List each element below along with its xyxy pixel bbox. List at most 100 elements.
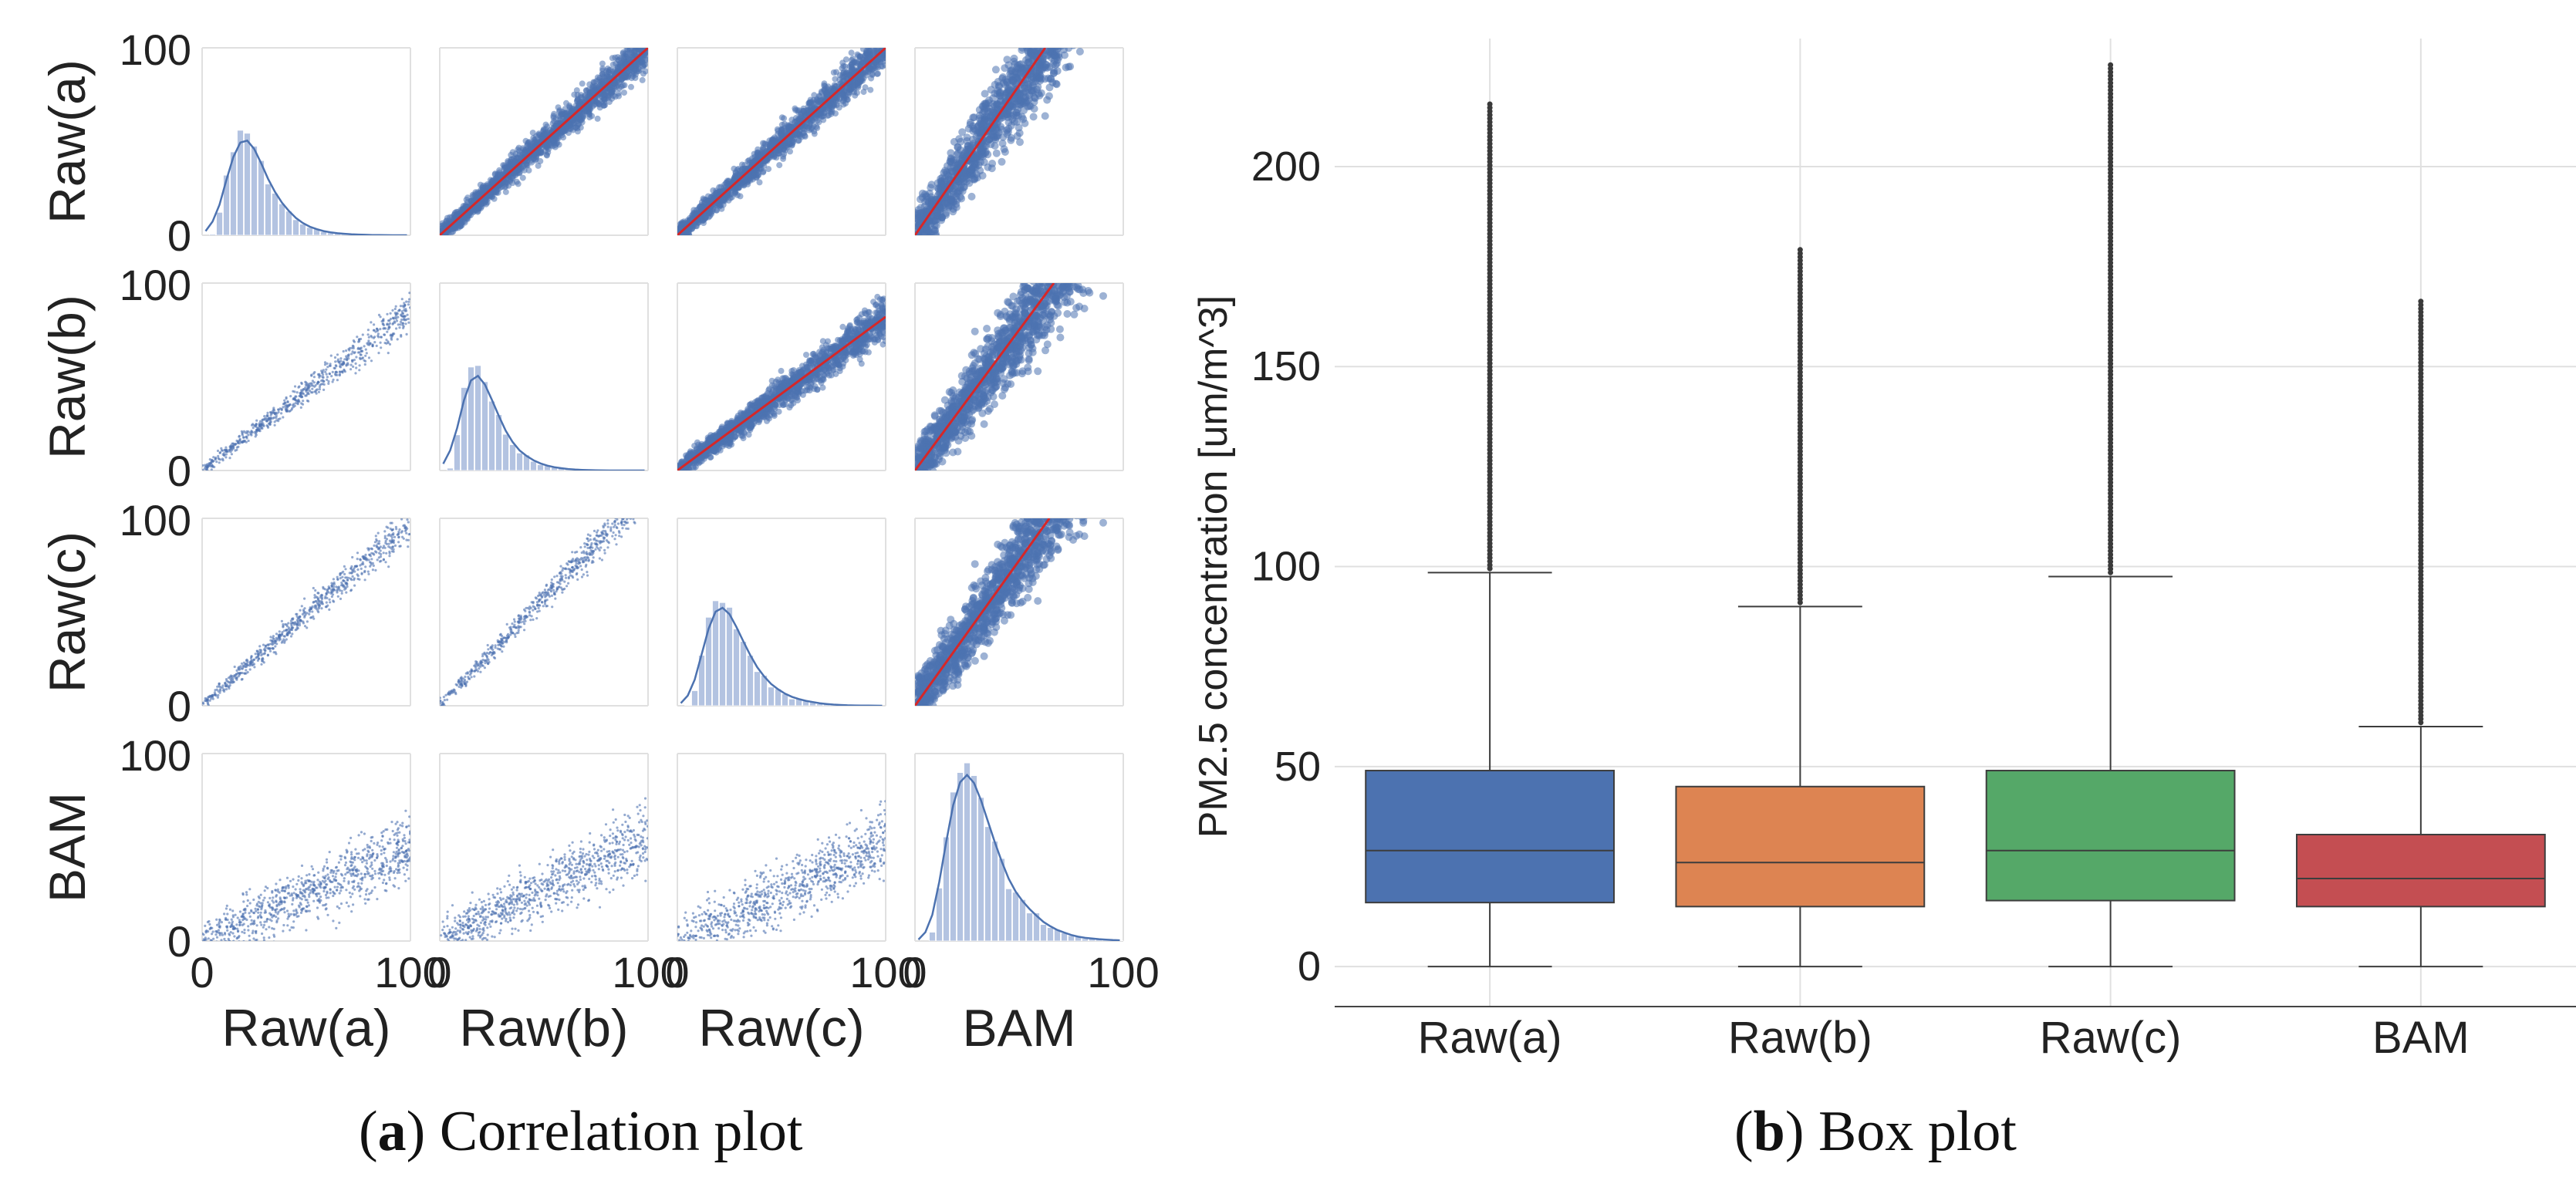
scatter-point [739,181,746,188]
scatter-point [1038,37,1046,45]
scatter-point [731,186,737,193]
scatter-point [958,187,967,195]
scatter-point [918,241,926,248]
scatter-point [367,339,370,342]
scatter-point [1069,5,1076,13]
scatter-point [577,92,584,99]
scatter-point [956,193,964,201]
scatter-point [1050,37,1058,45]
scatter-point [957,180,966,188]
pair-panel-0-0 [201,47,411,236]
scatter-point [1033,25,1041,32]
scatter-point [1071,14,1079,22]
scatter-point [1053,31,1061,39]
scatter-point [924,237,932,245]
scatter-point [1049,26,1057,34]
scatter-point [1058,35,1065,43]
scatter-point [311,379,314,383]
scatter-point [1062,0,1069,3]
scatter-point [555,135,562,142]
scatter-point [704,197,711,204]
scatter-point [1007,136,1015,144]
scatter-point [1056,25,1064,32]
scatter-point [680,234,684,235]
scatter-point [345,349,348,352]
scatter-point [860,75,867,82]
scatter-point [1047,27,1055,35]
scatter-point [675,236,681,242]
scatter-point [878,38,884,44]
scatter-point [1045,26,1052,34]
scatter-point [630,34,636,40]
scatter-point [1020,106,1028,115]
scatter-point [825,83,832,90]
scatter-point [676,236,682,242]
scatter-point [404,322,407,325]
scatter-point [794,130,801,137]
scatter-point [920,236,927,244]
scatter-point [589,84,596,91]
scatter-point [1031,31,1039,39]
scatter-point [1056,22,1064,29]
scatter-point [1059,34,1067,42]
scatter-point [1003,78,1011,86]
scatter-point [605,94,612,101]
scatter-point [1076,2,1084,9]
scatter-point [555,130,562,137]
scatter-point [622,50,629,57]
scatter-point [674,235,680,241]
scatter-point [437,235,444,241]
scatter-point [1062,35,1070,42]
scatter-point [1080,2,1088,9]
scatter-point [987,130,995,139]
scatter-point [916,209,924,218]
scatter-point [677,221,684,228]
scatter-point [576,120,582,127]
scatter-point [1054,38,1062,46]
scatter-point [525,167,532,174]
scatter-point [879,33,886,39]
scatter-point [823,90,830,96]
scatter-point [1062,0,1069,6]
scatter-point [727,194,734,201]
scatter-point [751,150,758,157]
scatter-point [617,55,624,62]
scatter-point [1058,18,1066,25]
scatter-point [815,119,822,126]
scatter-point [1074,0,1082,8]
scatter-point [776,162,783,169]
scatter-point [1075,0,1083,7]
scatter-point [1064,33,1072,41]
scatter-point [628,83,634,90]
scatter-point [1048,19,1055,27]
scatter-point [1045,83,1054,92]
scatter-point [1055,28,1062,35]
hist-bar [223,174,230,235]
scatter-point [1031,22,1038,30]
scatter-point [642,68,648,75]
scatter-point [474,191,481,197]
scatter-point [1065,28,1072,35]
scatter-point [689,225,696,232]
scatter-point [912,251,920,259]
scatter-point [917,240,925,248]
hist-bar [230,151,237,235]
scatter-point [1043,30,1051,38]
scatter-point [1068,8,1075,16]
scatter-point [642,35,648,41]
scatter-point [1082,14,1089,22]
scatter-point [1055,31,1063,39]
scatter-point [1065,11,1072,19]
scatter-point [880,36,886,42]
scatter-point [753,171,760,178]
scatter-point [1073,15,1081,23]
scatter-point [1050,3,1058,11]
scatter-point [1082,34,1089,42]
scatter-point [1072,29,1080,37]
scatter-point [882,31,888,37]
scatter-point [576,100,583,107]
scatter-point [987,111,995,120]
scatter-point [1048,27,1055,35]
scatter-point [1065,0,1072,2]
scatter-point [1058,15,1066,22]
